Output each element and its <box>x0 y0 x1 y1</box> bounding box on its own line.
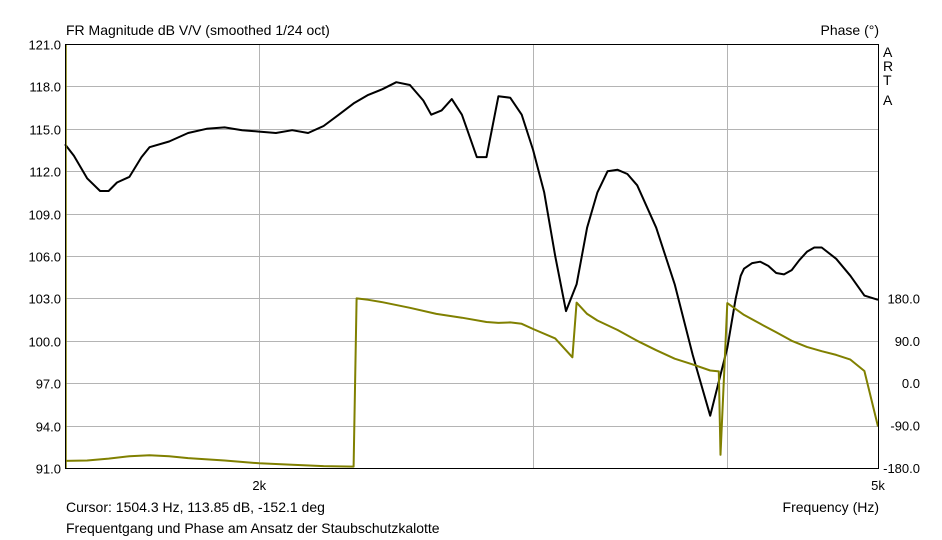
phase-curve <box>64 297 879 468</box>
grid-lines <box>65 44 878 469</box>
phase-tick-label: -180.0 <box>883 461 920 476</box>
arta-letter-a1: A <box>883 44 893 60</box>
chart-title: FR Magnitude dB V/V (smoothed 1/24 oct) <box>66 22 330 38</box>
x-axis-title: Frequency (Hz) <box>782 499 879 515</box>
y-tick-label: 109.0 <box>28 208 61 223</box>
arta-letter-a2: A <box>883 92 893 108</box>
axis-labels: 91.0 94.0 97.0 100.0 103.0 106.0 109.0 112.0 115… <box>28 38 920 494</box>
y-tick-label: 115.0 <box>29 123 61 138</box>
y-tick-label: 97.0 <box>36 377 61 392</box>
phase-tick-label: 90.0 <box>895 334 920 349</box>
phase-tick-label: 0.0 <box>902 376 920 391</box>
x-tick-label: 2k <box>252 478 266 493</box>
y-tick-label: 121.0 <box>28 38 61 53</box>
magnitude-curve <box>64 81 879 417</box>
y-tick-label: 112.0 <box>29 165 61 180</box>
phase-tick-label: 180.0 <box>887 291 920 306</box>
arta-letter-t: T <box>883 72 892 88</box>
y-tick-label: 94.0 <box>36 420 61 435</box>
y-tick-label: 103.0 <box>28 292 61 307</box>
phase-tick-label: -90.0 <box>890 419 920 434</box>
cursor-readout: Cursor: 1504.3 Hz, 113.85 dB, -152.1 deg <box>66 499 325 515</box>
y-tick-label: 106.0 <box>28 250 61 265</box>
y-tick-label: 91.0 <box>36 462 61 477</box>
y-tick-label: 100.0 <box>28 335 61 350</box>
phase-axis-title: Phase (°) <box>820 22 879 38</box>
y-tick-label: 118.0 <box>29 80 61 95</box>
plot-frame <box>65 44 879 469</box>
chart-caption: Frequentgang und Phase am Ansatz der Sta… <box>66 520 440 536</box>
arta-letter-r: R <box>883 58 894 74</box>
x-tick-label: 5k <box>871 478 885 493</box>
